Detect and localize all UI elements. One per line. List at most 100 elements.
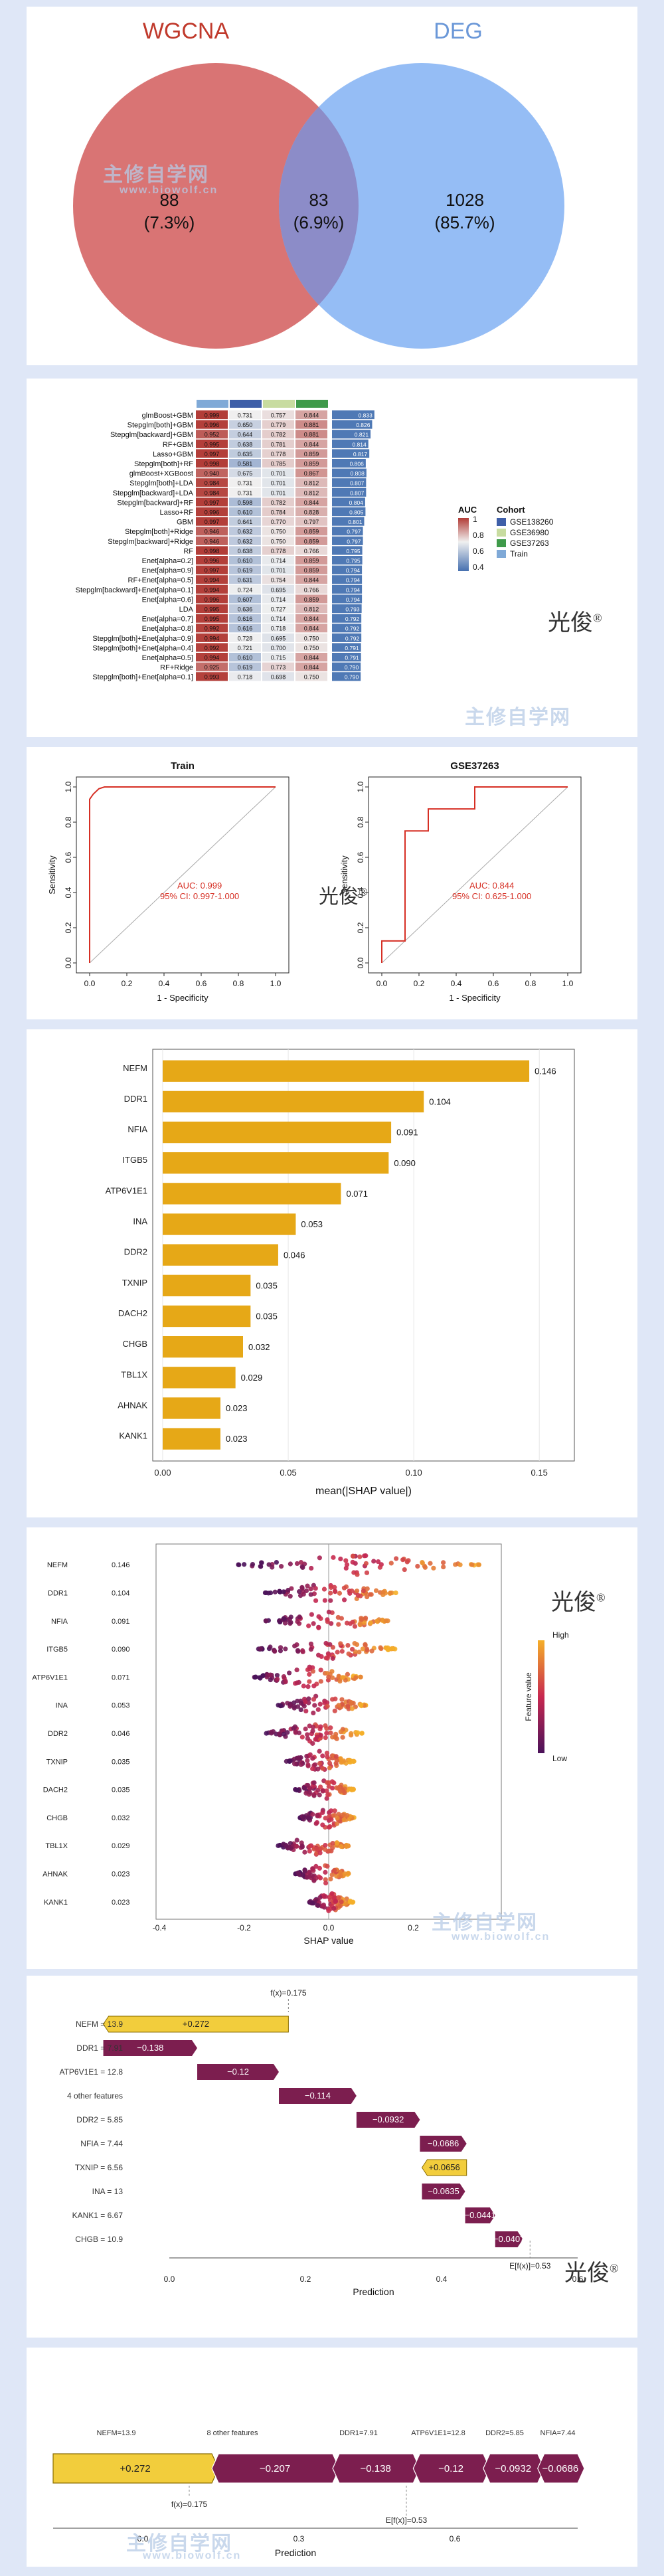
shap-point — [357, 1650, 362, 1655]
auc-cell — [262, 459, 294, 468]
auc-cell — [196, 527, 228, 536]
mean-auc-bar — [332, 584, 363, 594]
auc-cell — [262, 565, 294, 574]
roc-frame — [76, 776, 290, 974]
importance-bar — [163, 1152, 389, 1174]
shap-point — [349, 1699, 354, 1705]
auc-cell — [196, 439, 228, 448]
shap-point — [328, 1598, 333, 1603]
shap-point — [325, 1863, 330, 1869]
auc-cell — [295, 594, 327, 604]
auc-cell-value: 0.867 — [304, 470, 319, 477]
shap-point — [457, 1562, 463, 1567]
shap-point — [365, 1648, 370, 1653]
shap-point — [361, 1588, 366, 1594]
shap-point — [315, 1903, 321, 1908]
shap-point — [308, 1641, 314, 1647]
model-label: Stepglm[backward]+GBM — [110, 431, 193, 439]
shap-point — [318, 1679, 323, 1684]
model-label: Lasso+GBM — [153, 450, 193, 458]
feature-label: DACH2 — [118, 1308, 147, 1318]
roc-y-tick-label: 0.0 — [64, 957, 73, 968]
auc-cell — [229, 662, 261, 671]
auc-cell-value: 0.782 — [271, 499, 286, 506]
shap-beeswarm-chart: NEFM 0.146 DDR1 0.104 NFIA 0.091 ITGB5 0.090 ATP… — [32, 1543, 569, 1946]
shap-point — [346, 1651, 351, 1656]
auc-cell-value: 0.770 — [271, 519, 286, 525]
auc-cell-value: 0.995 — [205, 606, 220, 613]
roc-y-tick-label: 0.8 — [356, 816, 365, 827]
waterfall-value: −0.138 — [137, 2043, 163, 2053]
shap-point — [333, 1696, 338, 1701]
shap-point — [285, 1730, 290, 1735]
model-label: Stepglm[both]+GBM — [127, 422, 193, 430]
mean-auc-value: 0.801 — [348, 519, 363, 525]
auc-cell — [262, 643, 294, 652]
auc-cell — [262, 527, 294, 536]
mean-auc-bar — [332, 604, 362, 614]
auc-cell-value: 0.731 — [238, 412, 253, 419]
shap-point — [316, 1614, 321, 1619]
mean-auc-value: 0.795 — [346, 548, 361, 555]
model-label: RF+GBM — [163, 441, 193, 449]
auc-cell — [295, 420, 327, 429]
auc-cell — [229, 604, 261, 614]
auc-cell — [262, 584, 294, 594]
auc-cell — [196, 459, 228, 468]
auc-cell — [295, 575, 327, 584]
shap-point — [318, 1724, 323, 1729]
shap-point — [315, 1707, 321, 1712]
auc-cell — [229, 624, 261, 633]
auc-cell-value: 0.650 — [238, 422, 253, 428]
shap-point — [328, 1725, 333, 1731]
cohort-legend-label: GSE37263 — [510, 539, 549, 548]
mean-auc-bar — [332, 449, 370, 458]
shap-point — [336, 1895, 341, 1901]
shap-point — [345, 1642, 351, 1648]
feature-colorbar — [538, 1640, 544, 1753]
shap-point — [258, 1675, 263, 1681]
shap-point — [329, 1808, 334, 1814]
shap-point — [322, 1598, 327, 1603]
shap-point — [345, 1813, 350, 1818]
auc-cell-value: 0.698 — [271, 674, 286, 681]
mean-auc-bar — [332, 556, 363, 565]
model-label: LDA — [179, 606, 194, 614]
shap-waterfall-panel: f(x)=0.175 E[f(x)]=0.53 NEFM = 13.9 +0.272 D… — [27, 1976, 637, 2338]
feature-importance: 0.053 — [112, 1702, 130, 1710]
shap-point — [299, 1844, 305, 1849]
auc-cell-value: 0.844 — [304, 664, 319, 671]
auc-cell-value: 0.750 — [304, 635, 319, 642]
feature-label: TBL1X — [121, 1369, 147, 1379]
feature-importance: 0.104 — [112, 1589, 130, 1597]
shap-point — [306, 1623, 311, 1628]
shap-point — [415, 1563, 420, 1569]
auc-cell — [295, 584, 327, 594]
shap-point — [323, 1877, 328, 1882]
x-tick-label: 0.15 — [531, 1468, 548, 1478]
shap-point — [336, 1703, 341, 1708]
importance-bar — [163, 1244, 278, 1266]
roc-x-tick-label: 0.2 — [122, 979, 133, 988]
shap-point — [308, 1592, 313, 1597]
waterfall-bar — [495, 2231, 523, 2247]
shap-point — [343, 1901, 349, 1906]
model-label: Enet[alpha=0.7] — [142, 616, 193, 624]
shap-point — [317, 1749, 322, 1754]
auc-cell — [196, 643, 228, 652]
feature-importance: 0.023 — [112, 1899, 130, 1907]
importance-bar — [163, 1060, 530, 1082]
model-label: Stepglm[both]+Ridge — [125, 528, 193, 536]
model-label: RF — [183, 547, 193, 555]
auc-cell — [295, 449, 327, 458]
auc-cell-value: 0.998 — [205, 461, 220, 468]
auc-cell — [229, 420, 261, 429]
model-label: glmBoost+GBM — [142, 412, 193, 420]
shap-point — [302, 1868, 307, 1873]
auc-cell-value: 0.994 — [205, 586, 220, 593]
signature-waterfall: 光俊® — [564, 2261, 619, 2286]
shap-point — [332, 1867, 337, 1873]
waterfall-value: −0.114 — [305, 2091, 331, 2101]
shap-point — [357, 1622, 363, 1628]
auc-cell-value: 0.812 — [304, 606, 319, 613]
